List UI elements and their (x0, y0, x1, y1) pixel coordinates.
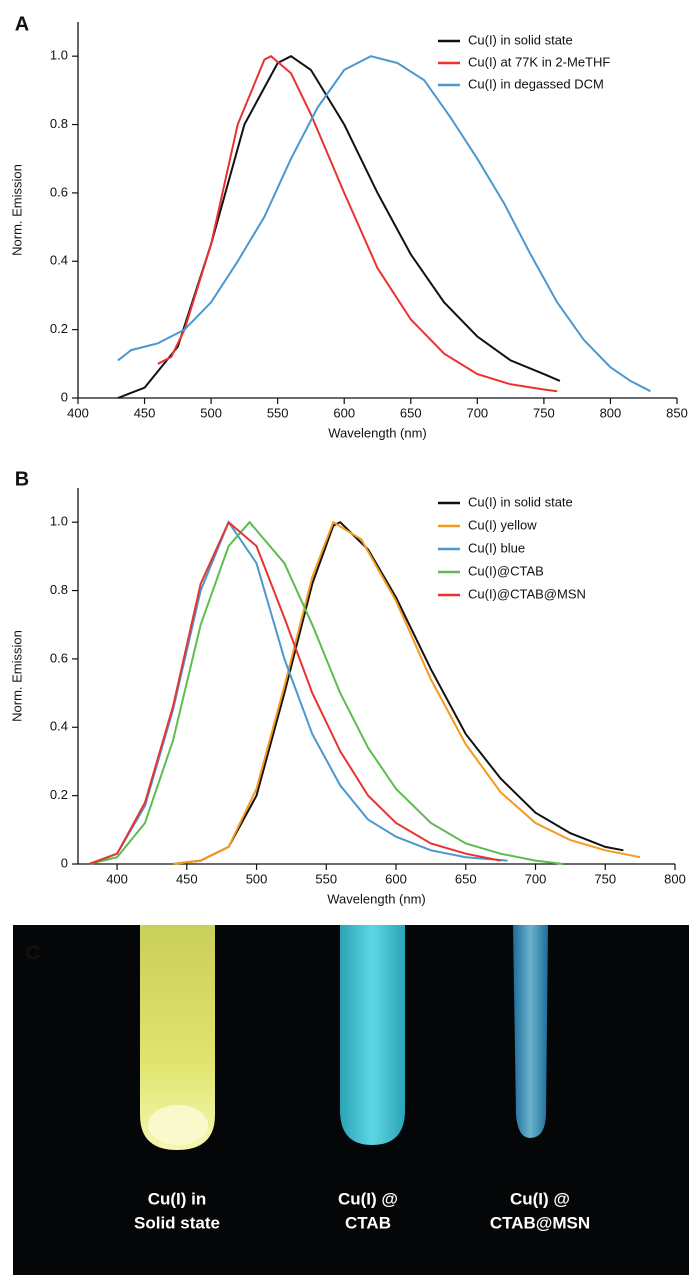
y-tick-label: 1.0 (50, 514, 68, 529)
photo-label: Cu(I) @ (338, 1189, 398, 1208)
x-tick-label: 500 (200, 405, 222, 420)
series-line (157, 55, 558, 393)
legend-label: Cu(I) in degassed DCM (468, 76, 604, 91)
x-tick-label: 750 (594, 871, 616, 886)
y-tick-label: 0.6 (50, 184, 68, 199)
x-axis-label: Wavelength (nm) (327, 891, 426, 906)
x-tick-label: 450 (176, 871, 198, 886)
photo-label: CTAB (345, 1213, 391, 1232)
x-tick-label: 650 (455, 871, 477, 886)
x-tick-label: 450 (134, 405, 156, 420)
legend-label: Cu(I) at 77K in 2-MeTHF (468, 54, 610, 69)
x-tick-label: 550 (267, 405, 289, 420)
x-tick-label: 800 (664, 871, 686, 886)
y-tick-label: 0.4 (50, 253, 68, 268)
photo-label: Cu(I) @ (510, 1189, 570, 1208)
legend-label: Cu(I) in solid state (468, 32, 573, 47)
tube-msn (513, 925, 548, 1138)
x-tick-label: 750 (533, 405, 555, 420)
x-tick-label: 800 (600, 405, 622, 420)
series-line (117, 55, 651, 393)
series-line (172, 520, 624, 865)
x-tick-label: 650 (400, 405, 422, 420)
x-tick-label: 550 (315, 871, 337, 886)
panel-label: C (26, 942, 40, 964)
x-tick-label: 400 (67, 405, 89, 420)
series-line (88, 520, 501, 865)
legend-label: Cu(I) yellow (468, 517, 537, 532)
y-axis-label: Norm. Emission (9, 164, 24, 256)
y-tick-label: 0.8 (50, 116, 68, 131)
panel-label: B (15, 468, 29, 490)
y-tick-label: 0 (61, 389, 68, 404)
y-tick-label: 0.4 (50, 719, 68, 734)
panel-label: A (15, 13, 29, 35)
x-tick-label: 700 (466, 405, 488, 420)
tube-solid (140, 925, 215, 1150)
photo-label: Solid state (134, 1213, 220, 1232)
y-tick-label: 1.0 (50, 48, 68, 63)
tube-glow (148, 1105, 208, 1145)
x-tick-label: 600 (333, 405, 355, 420)
photo-label: CTAB@MSN (490, 1213, 590, 1232)
legend-label: Cu(I)@CTAB (468, 563, 544, 578)
legend-label: Cu(I) blue (468, 540, 525, 555)
x-tick-label: 500 (246, 871, 268, 886)
x-tick-label: 600 (385, 871, 407, 886)
y-tick-label: 0.8 (50, 582, 68, 597)
x-tick-label: 850 (666, 405, 688, 420)
y-axis-label: Norm. Emission (9, 630, 24, 722)
y-tick-label: 0.6 (50, 650, 68, 665)
tube-ctab (340, 925, 405, 1145)
photo-label: Cu(I) in (148, 1189, 207, 1208)
x-tick-label: 700 (525, 871, 547, 886)
y-tick-label: 0.2 (50, 787, 68, 802)
y-tick-label: 0.2 (50, 321, 68, 336)
y-tick-label: 0 (61, 855, 68, 870)
legend-label: Cu(I)@CTAB@MSN (468, 586, 586, 601)
legend-label: Cu(I) in solid state (468, 494, 573, 509)
series-line (172, 520, 641, 865)
x-axis-label: Wavelength (nm) (328, 425, 427, 440)
series-line (117, 55, 561, 399)
x-tick-label: 400 (106, 871, 128, 886)
series-line (88, 520, 564, 865)
